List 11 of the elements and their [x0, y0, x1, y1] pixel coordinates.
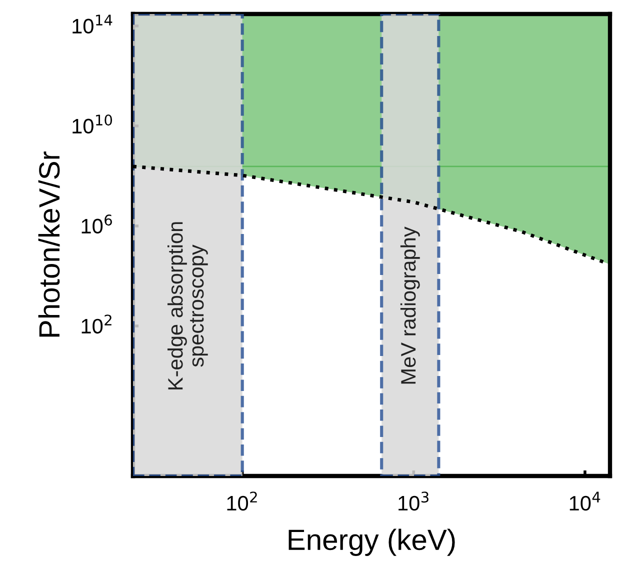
x-tick-label: 10$^{4}$	[570, 492, 600, 511]
band-label: MeV radiography	[400, 226, 420, 384]
band-label: K-edge absorption spectroscopy	[167, 222, 208, 390]
y-tick-label: 10$^{10}$	[72, 114, 112, 134]
y-tick-label: 10$^{6}$	[82, 214, 112, 234]
x-tick-label: 10$^{2}$	[227, 492, 257, 511]
y-axis-title: Photon/keV/Sr	[38, 151, 60, 337]
x-tick-label: 10$^{3}$	[398, 492, 428, 511]
y-tick-label: 10$^{14}$	[72, 14, 112, 34]
x-axis-title: Energy (keV)	[288, 528, 455, 556]
y-tick-label: 10$^{2}$	[82, 314, 112, 334]
